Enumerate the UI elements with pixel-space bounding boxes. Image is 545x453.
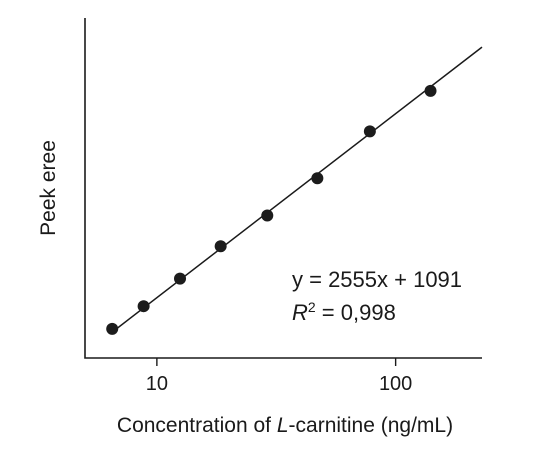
data-point: [424, 84, 437, 97]
data-point: [363, 125, 376, 138]
data-point: [174, 272, 187, 285]
x-axis-title-italic-part: L: [277, 414, 289, 437]
x-axis-title: Concentration of L-carnitine (ng/mL): [117, 414, 453, 437]
data-point: [214, 240, 227, 253]
r-squared-value: = 0,998: [316, 300, 396, 325]
r-squared-power: 2: [308, 299, 316, 315]
fit-line: [111, 46, 483, 333]
data-point: [137, 300, 150, 313]
data-point: [106, 322, 119, 335]
data-point: [311, 172, 324, 185]
regression-equation: y = 2555x + 1091: [292, 267, 462, 292]
plot-area: 10 100: [84, 18, 483, 395]
x-ticks: 10 100: [146, 358, 412, 395]
x-tick-label: 10: [146, 373, 168, 395]
data-point: [261, 209, 274, 222]
data-points: [106, 84, 437, 335]
x-tick-label: 100: [379, 373, 412, 395]
y-axis-title: Peek eree: [37, 140, 60, 236]
r-squared-symbol: R: [292, 300, 308, 325]
r-squared-label: R2 = 0,998: [292, 299, 396, 325]
axes-frame: [84, 18, 482, 359]
x-axis-title-part-1: Concentration of: [117, 414, 277, 437]
x-axis-title-part-3: -carnitine (ng/mL): [289, 414, 454, 437]
